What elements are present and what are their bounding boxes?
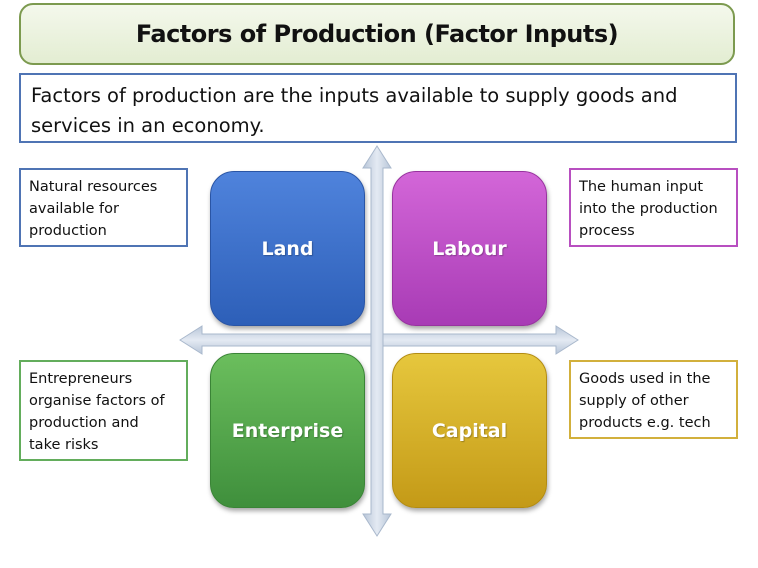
vertical-axis-arrow: [362, 145, 392, 537]
enterprise-tile: Enterprise: [210, 353, 365, 508]
labour-note: The human input into the production proc…: [569, 168, 738, 247]
capital-note: Goods used in the supply of other produc…: [569, 360, 738, 439]
labour-label: Labour: [432, 237, 507, 260]
enterprise-label: Enterprise: [231, 419, 344, 442]
page-title: Factors of Production (Factor Inputs): [135, 20, 619, 48]
labour-tile: Labour: [392, 171, 547, 326]
land-note: Natural resources available for producti…: [19, 168, 188, 247]
definition-box: Factors of production are the inputs ava…: [19, 73, 737, 143]
enterprise-note: Entrepreneurs organise factors of produc…: [19, 360, 188, 461]
capital-label: Capital: [431, 419, 508, 442]
definition-text: Factors of production are the inputs ava…: [31, 84, 678, 137]
capital-tile: Capital: [392, 353, 547, 508]
title-banner: Factors of Production (Factor Inputs): [19, 3, 735, 65]
land-label: Land: [261, 237, 314, 260]
land-tile: Land: [210, 171, 365, 326]
